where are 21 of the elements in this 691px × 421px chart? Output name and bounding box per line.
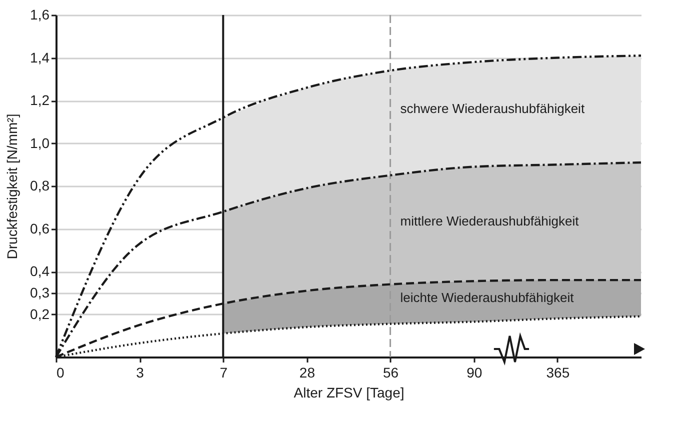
x-tick-label: 7 — [220, 364, 228, 380]
y-tick-label: 0,3 — [30, 284, 50, 300]
annotation: mittlere Wiederaushubfähigkeit — [400, 213, 580, 228]
y-tick-label: 0,8 — [30, 178, 50, 194]
x-tick-label: 365 — [546, 364, 570, 380]
annotation: leichte Wiederaushubfähigkeit — [400, 290, 574, 306]
x-tick-label: 28 — [299, 364, 316, 380]
x-tick-label: 0 — [56, 364, 64, 380]
y-tick-label: 1,4 — [30, 49, 50, 66]
x-axis-title: Alter ZFSV [Tage] — [294, 384, 404, 400]
y-axis-title: Druckfestigkeit [N/mm²] — [4, 114, 20, 260]
x-tick-label: 90 — [466, 364, 482, 380]
y-tick-label: 1,6 — [30, 6, 50, 22]
x-tick-label: 56 — [382, 364, 399, 380]
y-tick-label: 0,6 — [30, 220, 50, 236]
x-tick-label: 3 — [136, 364, 144, 380]
annotation: schwere Wiederaushubfähigkeit — [400, 101, 585, 116]
y-tick-label: 0,2 — [30, 306, 50, 322]
y-tick-label: 0,4 — [30, 263, 50, 279]
y-tick-label: 1,2 — [30, 92, 50, 108]
y-tick-label: 1,0 — [30, 134, 50, 151]
